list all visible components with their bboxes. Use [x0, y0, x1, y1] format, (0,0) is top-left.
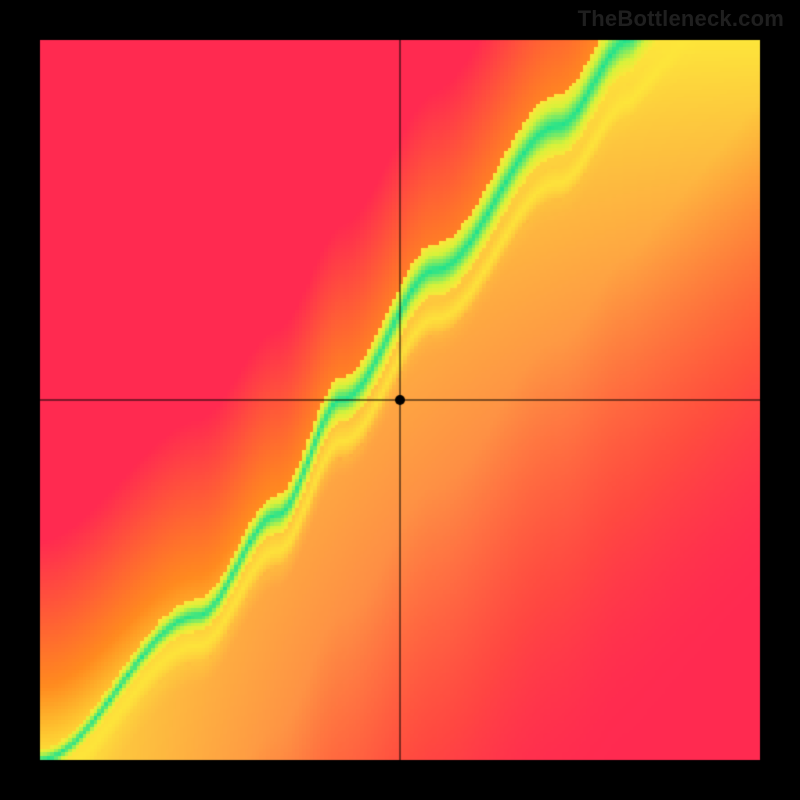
- watermark-text: TheBottleneck.com: [578, 6, 784, 32]
- bottleneck-heatmap: [0, 0, 800, 800]
